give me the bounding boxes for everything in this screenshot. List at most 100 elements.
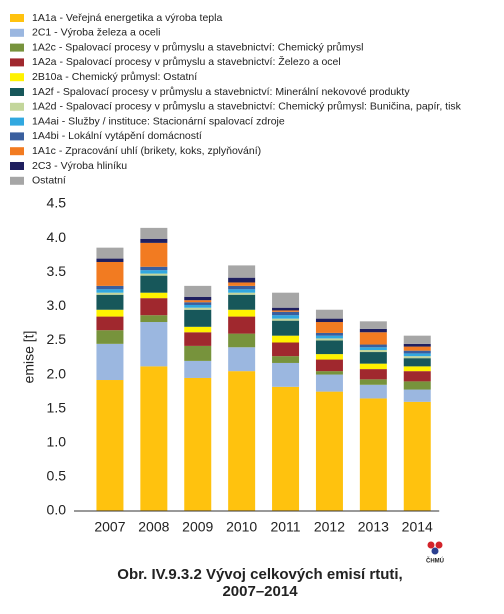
y-tick-label: 3.0 xyxy=(47,297,67,313)
bar-segment xyxy=(359,352,387,364)
legend-swatch xyxy=(10,28,24,37)
bar-segment xyxy=(315,371,343,375)
bar-segment xyxy=(403,350,431,354)
bar-segment xyxy=(184,309,212,327)
legend-label: 1A1c - Zpracování uhlí (brikety, koks, z… xyxy=(32,145,261,157)
y-tick-label: 0.5 xyxy=(47,468,67,484)
bar-segment xyxy=(359,347,387,350)
legend-swatch xyxy=(10,58,24,67)
bar-segment xyxy=(315,322,343,333)
bar-segment xyxy=(315,340,343,355)
bar-segment xyxy=(228,316,256,334)
bar-segment xyxy=(315,338,343,341)
bar-segment xyxy=(315,374,343,392)
legend-swatch xyxy=(10,73,24,82)
bar-segment xyxy=(403,356,431,359)
x-tick-label: 2014 xyxy=(402,519,433,535)
y-tick-label: 2.0 xyxy=(47,365,67,381)
bar-segment xyxy=(184,360,212,378)
bar-segment xyxy=(96,292,124,295)
bar-segment xyxy=(184,307,212,310)
bar-segment xyxy=(359,332,387,345)
logo-dot xyxy=(427,541,435,549)
caption: Obr. IV.9.3.2 Vývoj celkových emisí rtut… xyxy=(117,566,402,583)
bar-segment xyxy=(272,320,300,336)
bar-segment xyxy=(96,261,124,286)
bar-segment xyxy=(272,318,300,321)
bar-segment xyxy=(228,292,256,295)
bar-segment xyxy=(272,311,300,316)
x-tick-label: 2012 xyxy=(314,519,345,535)
legend-label: 2C1 - Výroba železa a oceli xyxy=(32,27,160,39)
bar-segment xyxy=(272,307,300,311)
bar-segment xyxy=(359,384,387,399)
bar-segment xyxy=(315,309,343,319)
y-tick-label: 0.0 xyxy=(47,502,67,518)
bar-segment xyxy=(403,353,431,357)
bar-segment xyxy=(140,266,168,271)
bar-segment xyxy=(228,371,256,511)
bar-segment xyxy=(140,238,168,243)
bar-segment xyxy=(228,277,256,283)
bar-segment xyxy=(140,242,168,267)
bar-segment xyxy=(228,289,256,293)
bar-segment xyxy=(272,362,300,387)
bar-segment xyxy=(140,315,168,323)
bar-segment xyxy=(228,265,256,278)
legend-swatch xyxy=(10,147,24,156)
bar-segment xyxy=(184,296,212,301)
bar-segment xyxy=(359,328,387,333)
legend-swatch xyxy=(10,43,24,52)
bar-segment xyxy=(359,379,387,385)
logo-dot xyxy=(431,547,439,555)
logo-dot xyxy=(435,541,443,549)
bar-segment xyxy=(96,380,124,511)
bar-segment xyxy=(184,326,212,333)
legend-label: 1A1a - Veřejná energetika a výroba tepla xyxy=(32,12,222,24)
legend-label: 2B10a - Chemický průmysl: Ostatní xyxy=(32,71,197,83)
bar-segment xyxy=(359,363,387,370)
bar-segment xyxy=(315,318,343,323)
bar-segment xyxy=(315,332,343,336)
bar-segment xyxy=(184,332,212,346)
bar-segment xyxy=(403,389,431,402)
bar-segment xyxy=(140,275,168,293)
bar-segment xyxy=(359,321,387,329)
bar-segment xyxy=(140,298,168,316)
y-axis-label: emise [t] xyxy=(21,331,37,384)
legend-label: Ostatní xyxy=(32,175,66,187)
bar-segment xyxy=(228,294,256,310)
bar-segment xyxy=(184,300,212,303)
x-tick-label: 2009 xyxy=(182,519,213,535)
bar-segment xyxy=(228,333,256,348)
bar-segment xyxy=(96,294,124,310)
bar-segment xyxy=(403,401,431,511)
bar-segment xyxy=(96,343,124,381)
bar-segment xyxy=(272,386,300,511)
bar-segment xyxy=(96,258,124,262)
bar-segment xyxy=(272,292,300,308)
bar-segment xyxy=(228,347,256,372)
logo: ČHMÚ xyxy=(426,541,444,565)
bar-segment xyxy=(272,310,300,312)
x-tick-label: 2010 xyxy=(226,519,257,535)
x-tick-label: 2007 xyxy=(94,519,125,535)
bar-segment xyxy=(96,316,124,331)
bar-segment xyxy=(184,377,212,511)
bar-segment xyxy=(403,358,431,367)
legend-label: 1A4bi - Lokální vytápění domácností xyxy=(32,130,202,142)
bar-segment xyxy=(272,315,300,319)
legend-swatch xyxy=(10,14,24,22)
y-tick-label: 3.5 xyxy=(47,263,67,279)
legend-label: 1A2c - Spalovací procesy v průmyslu a st… xyxy=(32,41,363,53)
legend-swatch xyxy=(10,117,24,126)
bar-segment xyxy=(359,398,387,511)
x-tick-label: 2011 xyxy=(270,519,300,535)
bar-segment xyxy=(184,285,212,297)
bar-segment xyxy=(403,335,431,344)
bar-segment xyxy=(140,227,168,239)
legend-label: 1A4ai - Služby / instituce: Stacionární … xyxy=(32,115,285,127)
bar-segment xyxy=(403,343,431,347)
bar-segment xyxy=(359,349,387,353)
